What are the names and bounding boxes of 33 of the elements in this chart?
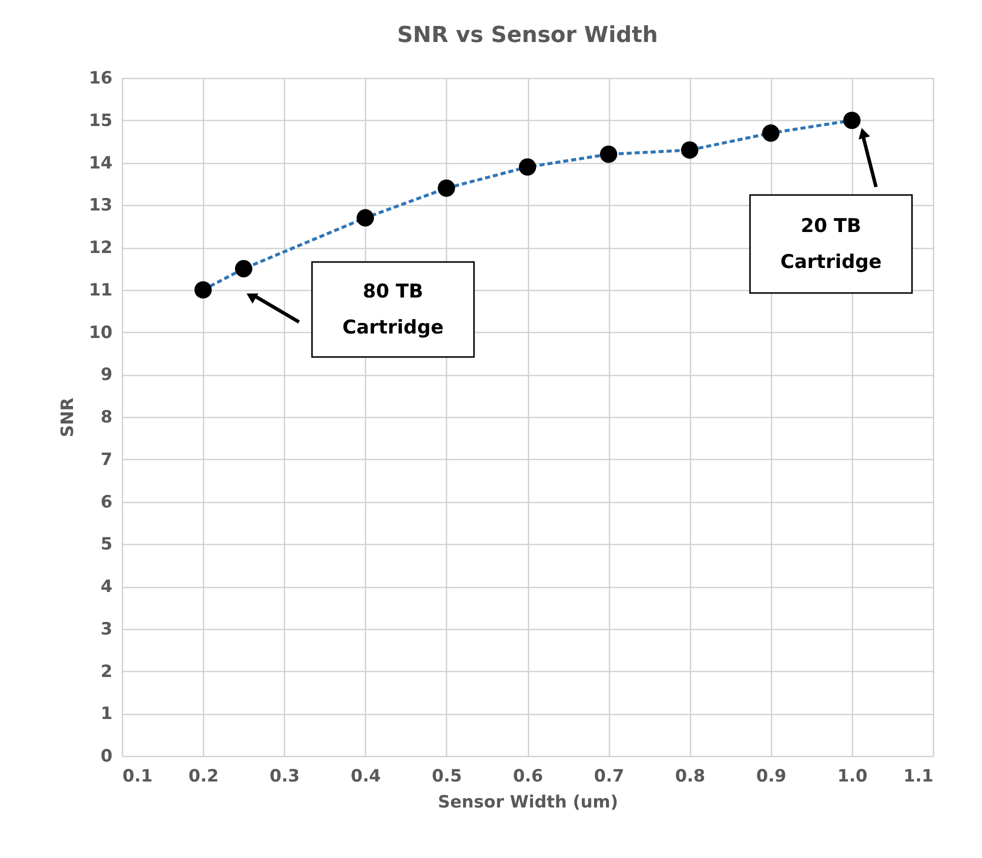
x-tick-label: 0.9 xyxy=(756,766,786,786)
x-tick-label: 0.1 xyxy=(122,766,153,786)
x-tick-label: 0.6 xyxy=(512,766,544,786)
x-tick-label: 0.4 xyxy=(350,766,382,786)
x-tick-label: 0.2 xyxy=(188,766,219,786)
x-tick-label: 0.7 xyxy=(594,766,624,786)
y-tick-label: 7 xyxy=(100,450,112,470)
y-tick-label: 16 xyxy=(88,68,112,88)
y-tick-label: 9 xyxy=(100,365,112,386)
y-tick-label: 14 xyxy=(88,153,113,174)
y-tick-label: 3 xyxy=(100,619,112,640)
y-tick-label: 5 xyxy=(100,534,112,555)
chart-title: SNR vs Sensor Width xyxy=(397,23,658,48)
annotation: 80 TB Cartridge xyxy=(342,280,444,338)
x-tick-label: 1.0 xyxy=(837,766,868,786)
y-tick-label: 4 xyxy=(100,577,113,597)
x-tick-label: 1.1 xyxy=(903,766,934,786)
y-tick-label: 12 xyxy=(88,238,112,258)
x-tick-label: 0.8 xyxy=(675,766,706,786)
y-tick-label: 2 xyxy=(100,662,112,682)
y-tick-label: 13 xyxy=(88,196,112,216)
x-axis-title: Sensor Width (um) xyxy=(438,792,618,812)
y-tick-label: 6 xyxy=(100,492,112,512)
y-tick-label: 15 xyxy=(88,110,112,131)
y-tick-label: 10 xyxy=(88,322,113,343)
x-tick-label: 0.5 xyxy=(432,766,462,786)
annotation: 20 TB Cartridge xyxy=(780,215,882,273)
y-axis-title: SNR xyxy=(58,398,78,438)
x-tick-label: 0.3 xyxy=(270,766,300,786)
y-tick-label: 11 xyxy=(88,280,112,300)
y-tick-label: 0 xyxy=(100,746,113,766)
y-tick-label: 1 xyxy=(100,704,112,724)
y-tick-label: 8 xyxy=(100,408,112,428)
